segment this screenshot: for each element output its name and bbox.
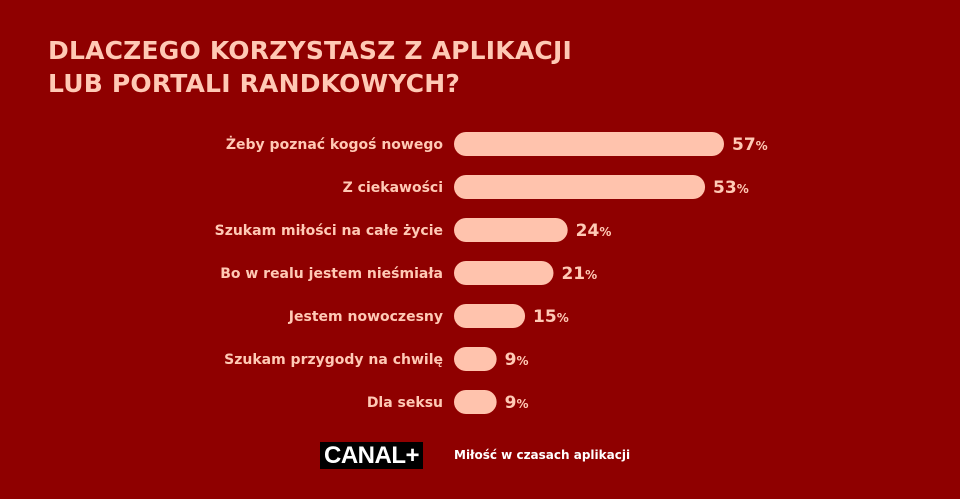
value-label: 57% (732, 135, 768, 155)
chart-title-line-2: LUB PORTALI RANDKOWYCH? (48, 69, 461, 98)
chart-title-line-1: DLACZEGO KORZYSTASZ Z APLIKACJI (48, 36, 572, 65)
category-label: Szukam przygody na chwilę (224, 352, 443, 368)
bar (454, 261, 554, 285)
value-label: 9% (505, 393, 529, 413)
category-label: Jestem nowoczesny (288, 309, 443, 325)
bar (454, 132, 724, 156)
bar (454, 390, 497, 414)
value-label: 21% (561, 264, 597, 284)
category-label: Dla seksu (367, 395, 443, 411)
category-label: Szukam miłości na całe życie (215, 223, 443, 239)
bar (454, 175, 706, 199)
value-label: 9% (505, 350, 529, 370)
bar-chart: Żeby poznać kogoś nowego 57% Z ciekawości 5… (215, 132, 768, 414)
category-label: Z ciekawości (343, 180, 443, 196)
bar (454, 347, 497, 371)
canal-plus-logo: CANAL+ (320, 442, 424, 469)
category-label: Bo w realu jestem nieśmiała (220, 266, 443, 282)
bar (454, 304, 526, 328)
chart-title: DLACZEGO KORZYSTASZ Z APLIKACJI LUB PORT… (48, 34, 748, 100)
value-label: 15% (533, 307, 569, 327)
value-label: 53% (713, 178, 749, 198)
category-label: Żeby poznać kogoś nowego (226, 136, 443, 153)
bar (454, 218, 568, 242)
value-label: 24% (576, 221, 612, 241)
footer-caption: Miłość w czasach aplikacji (454, 448, 631, 462)
